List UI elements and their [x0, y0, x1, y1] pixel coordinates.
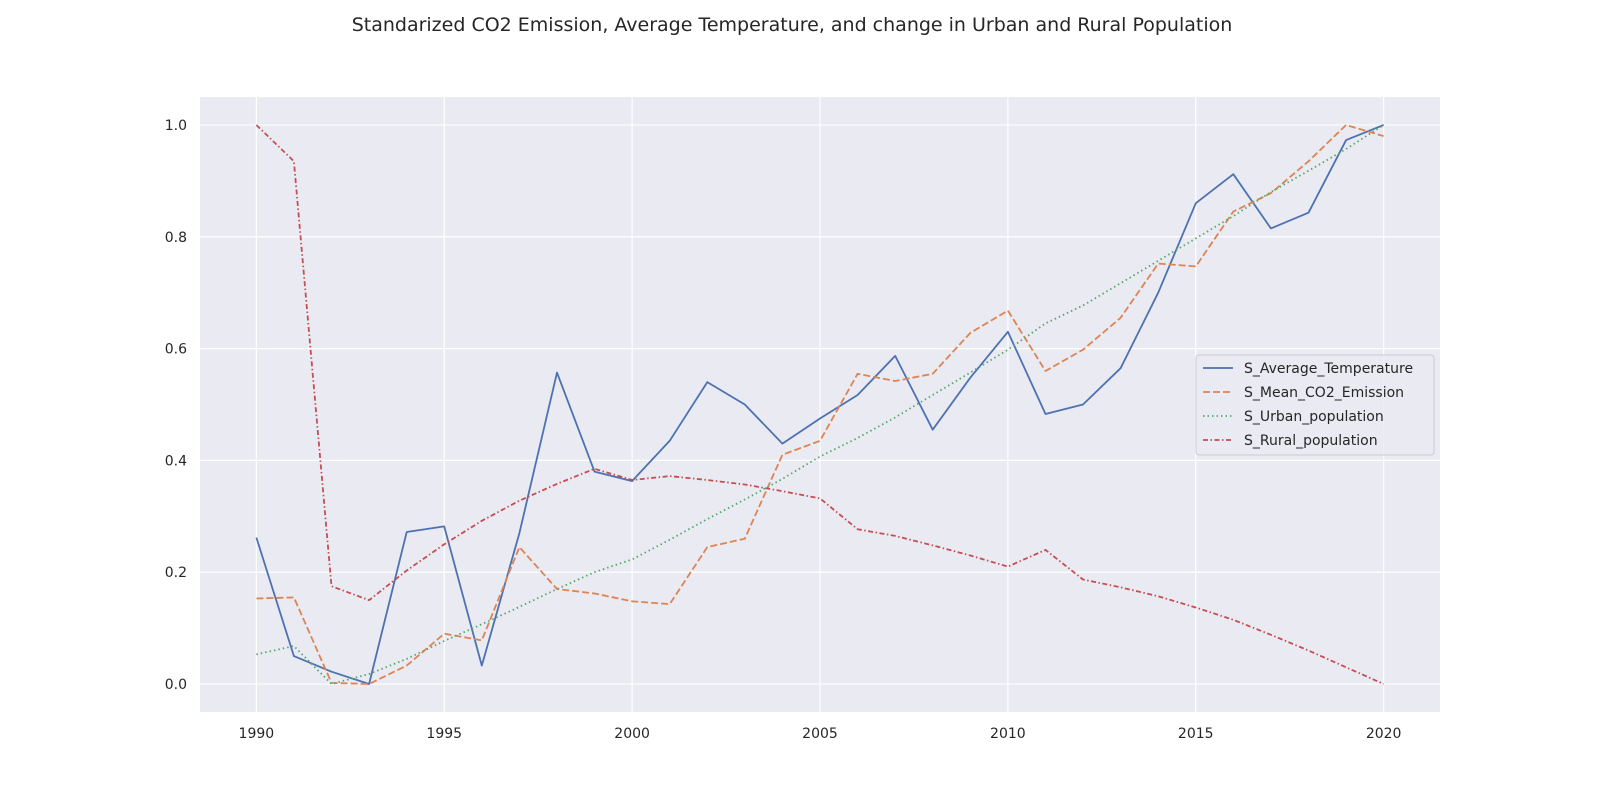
legend-label: S_Mean_CO2_Emission [1244, 385, 1404, 401]
y-tick-label: 0.8 [165, 230, 187, 246]
legend: S_Average_Temperature S_Mean_CO2_Emission… [1195, 354, 1435, 456]
x-tick-label: 1995 [426, 726, 462, 742]
y-tick-label: 0.4 [165, 453, 187, 469]
legend-label: S_Rural_population [1244, 433, 1378, 449]
legend-label: S_Average_Temperature [1244, 361, 1413, 377]
x-tick-label: 1990 [239, 726, 275, 742]
legend-label: S_Urban_population [1244, 409, 1384, 425]
x-tick-label: 2015 [1178, 726, 1214, 742]
x-tick-label: 2010 [990, 726, 1026, 742]
y-tick-label: 0.0 [165, 677, 187, 693]
y-tick-label: 1.0 [165, 118, 187, 134]
y-tick-label: 0.2 [165, 565, 187, 581]
axis-ticks: 1990 1995 2000 2005 2010 2015 2020 0.0 0.2 0.4 0.6… [165, 118, 1402, 742]
y-tick-label: 0.6 [165, 342, 187, 358]
series-lines [255, 124, 1385, 685]
chart-title: Standarized CO2 Emission, Average Temper… [352, 14, 1233, 36]
grid-lines [200, 97, 1440, 712]
x-tick-label: 2005 [802, 726, 838, 742]
series-line-4 [255, 124, 1384, 685]
series-line-1 [255, 124, 1384, 685]
x-tick-label: 2020 [1366, 726, 1402, 742]
series-line-3 [256, 124, 1385, 685]
x-tick-label: 2000 [614, 726, 650, 742]
legend-box [1195, 354, 1435, 456]
